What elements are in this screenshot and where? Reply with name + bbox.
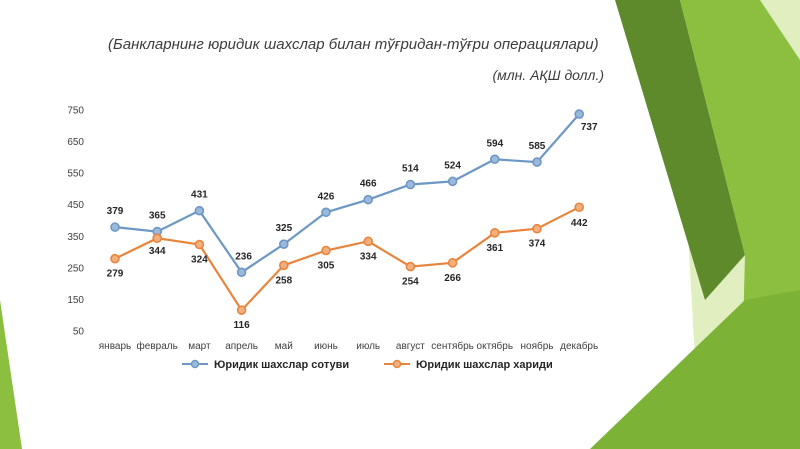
green-stripe-dark xyxy=(615,0,745,300)
series-2-point xyxy=(321,245,331,256)
series-2-data-label: 279 xyxy=(107,269,124,280)
y-tick-label: 350 xyxy=(67,232,84,243)
series-1-point xyxy=(489,154,500,165)
legend-swatch-marker xyxy=(392,359,402,369)
series-line-1 xyxy=(114,113,581,274)
x-tick-label: май xyxy=(275,341,293,352)
series-2-data-label: 334 xyxy=(360,251,377,262)
series-1-data-label: 594 xyxy=(486,138,503,149)
series-1-point xyxy=(363,194,374,205)
series-1-point xyxy=(532,157,542,167)
series-1-data-label: 426 xyxy=(318,191,335,202)
x-tick-label: август xyxy=(396,341,425,352)
series-2-point xyxy=(194,239,205,250)
y-tick-label: 650 xyxy=(67,137,84,148)
series-1-data-label: 524 xyxy=(444,160,461,171)
series-2-data-label: 305 xyxy=(318,260,335,271)
legend-swatch-marker xyxy=(190,359,200,369)
x-axis: январь февраль март апрель май июнь июль август… xyxy=(99,340,598,352)
series-1-point xyxy=(278,239,289,249)
series-2-data-label: 442 xyxy=(571,218,588,229)
series-1-data-label: 325 xyxy=(275,223,292,234)
series-1-point xyxy=(194,205,205,216)
series-2-point xyxy=(110,253,120,264)
series-lines xyxy=(110,109,585,315)
series-2-point xyxy=(236,305,247,315)
series-2-data-label: 266 xyxy=(444,273,461,284)
y-tick-label: 50 xyxy=(73,327,85,338)
series-line-2 xyxy=(114,206,580,312)
series-2-point xyxy=(405,261,416,272)
series-1-data-label: 236 xyxy=(235,251,252,262)
series-1-point xyxy=(447,176,458,187)
series-2-point xyxy=(363,236,374,247)
series-2-data-label: 344 xyxy=(149,246,166,257)
series-2-data-label: 254 xyxy=(402,277,419,288)
series-2-data-label: 361 xyxy=(486,243,503,254)
chart-title: (Банкларнинг юридик шахслар билан тўғрид… xyxy=(108,36,599,53)
data-labels: 379 365 431 236 325 426 466 514 524 594 585 737 279 3… xyxy=(107,122,598,331)
series-2-data-label: 324 xyxy=(191,254,208,265)
y-tick-label: 150 xyxy=(67,295,84,306)
y-axis: 50 150 250 350 450 550 650 750 xyxy=(67,106,84,338)
x-tick-label: апрель xyxy=(225,341,258,352)
series-1-point xyxy=(236,267,247,278)
series-1-point xyxy=(405,179,416,190)
x-tick-label: февраль xyxy=(137,340,178,352)
x-tick-label: июнь xyxy=(314,341,338,352)
series-1-data-label: 466 xyxy=(360,179,377,190)
x-tick-label: январь xyxy=(99,341,131,352)
series-2-point xyxy=(152,233,162,243)
chart-legend: Юридик шахслар сотуви Юридик шахслар хари… xyxy=(182,359,553,371)
series-1-data-label: 379 xyxy=(107,206,124,217)
series-1-point xyxy=(574,109,585,119)
y-tick-label: 450 xyxy=(67,200,84,211)
series-2-point xyxy=(532,223,542,234)
x-tick-label: ноябрь xyxy=(521,340,554,352)
series-2-data-label: 116 xyxy=(234,320,251,331)
x-tick-label: сентябрь xyxy=(431,340,474,352)
green-wedge-left xyxy=(0,300,22,449)
series-2-point xyxy=(278,260,289,271)
series-1-point xyxy=(110,222,120,232)
y-tick-label: 250 xyxy=(67,263,84,274)
y-tick-label: 750 xyxy=(67,106,84,117)
x-tick-label: октябрь xyxy=(477,340,514,352)
series-2-point xyxy=(489,228,500,238)
series-2-point xyxy=(447,258,458,268)
series-1-data-label: 514 xyxy=(402,164,419,175)
x-tick-label: декабрь xyxy=(560,340,598,352)
y-tick-label: 550 xyxy=(67,169,84,180)
legend-entry-1: Юридик шахслар сотуви xyxy=(214,359,349,371)
series-1-data-label: 365 xyxy=(149,211,166,222)
green-wedge-bottom xyxy=(590,290,800,449)
series-2-data-label: 374 xyxy=(529,239,546,250)
series-1-data-label: 585 xyxy=(529,141,546,152)
series-2-point xyxy=(574,202,585,213)
units-label: (млн. АҚШ долл.) xyxy=(492,67,604,83)
series-1-data-label: 737 xyxy=(581,122,598,133)
x-tick-label: июль xyxy=(356,341,380,352)
series-2-data-label: 258 xyxy=(275,275,292,286)
series-1-point xyxy=(321,207,331,218)
series-1-data-label: 431 xyxy=(191,190,208,201)
legend-entry-2: Юридик шахслар хариди xyxy=(416,359,553,371)
x-tick-label: март xyxy=(188,341,211,352)
